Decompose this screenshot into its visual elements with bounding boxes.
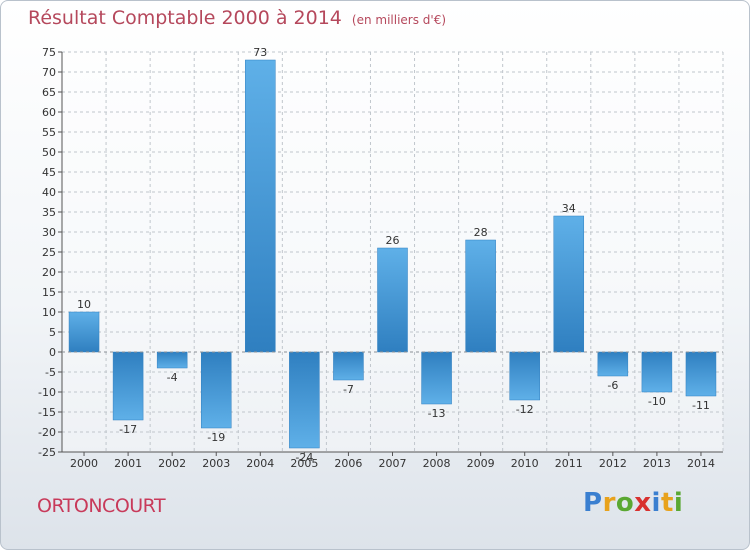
- y-tick-label: 60: [42, 106, 56, 119]
- logo-letter: i: [673, 488, 684, 518]
- bar-value-label: 28: [474, 226, 488, 239]
- bar: [465, 239, 496, 353]
- y-tick-label: -5: [45, 366, 56, 379]
- y-tick-label: 15: [42, 286, 56, 299]
- bar-value-label: 26: [386, 234, 400, 247]
- logo-letter: o: [615, 488, 635, 518]
- bar-value-label: -12: [516, 403, 534, 416]
- y-tick-label: 0: [49, 346, 56, 359]
- bar-value-label: -10: [648, 395, 666, 408]
- logo-letter: t: [660, 488, 674, 518]
- bar: [597, 351, 629, 377]
- y-tick-label: -15: [38, 406, 56, 419]
- y-tick-label: 55: [42, 126, 56, 139]
- y-tick-label: 20: [42, 266, 56, 279]
- chart-subtitle: (en milliers d'€): [351, 13, 447, 27]
- y-tick-label: 35: [42, 206, 56, 219]
- bar-value-label: -11: [692, 399, 710, 412]
- bar-value-label: -24: [295, 451, 313, 464]
- bar: [289, 351, 320, 449]
- bar: [553, 215, 585, 353]
- bar: [200, 351, 232, 429]
- bar: [421, 351, 452, 405]
- bar: [641, 351, 673, 393]
- bar-value-label: -17: [119, 423, 137, 436]
- title-text: Résultat Comptable 2000 à 2014: [28, 7, 342, 29]
- bar: [68, 311, 100, 353]
- logo-letter: i: [651, 488, 661, 518]
- bar: [377, 247, 408, 353]
- bar: [245, 59, 276, 353]
- logo-letter: r: [602, 488, 616, 518]
- x-tick-label: 2006: [334, 457, 362, 470]
- x-tick-label: 2013: [643, 457, 671, 470]
- bar: [685, 351, 717, 397]
- y-tick-label: 10: [42, 306, 56, 319]
- bar-value-label: -4: [167, 371, 178, 384]
- bar-value-label: -13: [428, 407, 446, 420]
- commune-name: ORTONCOURT: [37, 495, 166, 517]
- x-tick-label: 2001: [114, 457, 142, 470]
- y-tick-label: -20: [38, 426, 56, 439]
- y-tick-label: 5: [49, 326, 56, 339]
- y-tick-label: 50: [42, 146, 56, 159]
- chart-title: Résultat Comptable 2000 à 2014 (en millie…: [28, 7, 446, 29]
- bar-value-label: 73: [253, 46, 267, 59]
- bar-value-label: 10: [77, 298, 91, 311]
- x-tick-label: 2008: [423, 457, 451, 470]
- x-tick-label: 2004: [246, 457, 274, 470]
- x-tick-label: 2005: [290, 457, 318, 470]
- bar: [333, 351, 364, 381]
- y-tick-label: 30: [42, 226, 56, 239]
- bar-value-label: -19: [207, 431, 225, 444]
- logo-letter: P: [583, 488, 603, 518]
- bar-value-label: -6: [607, 379, 618, 392]
- x-tick-label: 2010: [511, 457, 539, 470]
- x-tick-label: 2003: [202, 457, 230, 470]
- y-tick-label: 65: [42, 86, 56, 99]
- y-tick-label: -25: [38, 446, 56, 459]
- y-tick-label: -10: [38, 386, 56, 399]
- bar-value-label: 34: [562, 202, 576, 215]
- x-tick-label: 2011: [555, 457, 583, 470]
- x-tick-label: 2000: [70, 457, 98, 470]
- x-tick-label: 2014: [687, 457, 715, 470]
- y-tick-label: 75: [42, 46, 56, 59]
- x-tick-label: 2009: [467, 457, 495, 470]
- y-tick-label: 70: [42, 66, 56, 79]
- proxiti-logo: Proxiti: [583, 488, 683, 518]
- bar: [112, 351, 144, 421]
- bar-value-label: -7: [343, 383, 354, 396]
- y-tick-label: 25: [42, 246, 56, 259]
- x-tick-label: 2002: [158, 457, 186, 470]
- x-tick-label: 2012: [599, 457, 627, 470]
- bar: [509, 351, 540, 401]
- logo-letter: x: [634, 488, 652, 518]
- y-tick-label: 40: [42, 186, 56, 199]
- y-tick-label: 45: [42, 166, 56, 179]
- bar: [156, 351, 188, 369]
- x-tick-label: 2007: [379, 457, 407, 470]
